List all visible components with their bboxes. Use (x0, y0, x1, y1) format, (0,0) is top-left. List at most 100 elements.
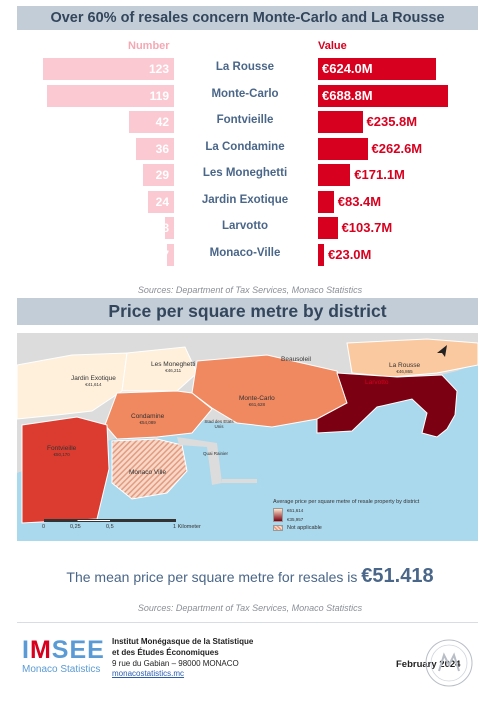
map-district-larvotto (316, 372, 458, 438)
seal-icon (425, 639, 473, 687)
chart-row: 42 Fontvieille €235.8M (0, 109, 500, 135)
value-label: €83.4M (337, 193, 382, 209)
legend-na-swatch (273, 525, 283, 531)
map-label-monaco-ville: Monaco Ville (129, 469, 167, 476)
number-label: 42 (155, 115, 169, 129)
map-label-la-rousse: La Rousse €46,865 (389, 362, 421, 375)
chart-row: 123 La Rousse €624.0M (0, 56, 500, 82)
number-bar: 123 (43, 58, 174, 80)
imsee-logo: IMSEE Monaco Statistics (22, 636, 105, 676)
value-bar (318, 164, 351, 186)
chart-row: 24 Jardin Exotique €83.4M (0, 189, 500, 215)
source-note-top: Sources: Department of Tax Services, Mon… (137, 285, 363, 295)
scale-label-05: 0,5 (106, 524, 114, 530)
org-address: 9 rue du Gabian – 98000 MONACO (112, 658, 239, 668)
map-label-condamine: Condamine €54,089 (131, 413, 165, 426)
map-label-stade: Stad des Etats Unis (204, 419, 234, 430)
number-bar: 7 (162, 243, 174, 266)
value-bar (318, 137, 368, 160)
number-bar: 24 (148, 190, 174, 213)
legend-na-label: Not applicable (287, 525, 322, 531)
number-bar: 29 (143, 164, 174, 186)
website-link[interactable]: monacostatistics.mc (112, 669, 185, 679)
value-bar (318, 111, 363, 133)
logo-subtitle: Monaco Statistics (22, 664, 101, 675)
map-label-jardin-exotique: Jardin Exotique €41,614 (71, 375, 116, 388)
number-label: 29 (155, 168, 169, 182)
chart-row: 8 Larvotto €103.7M (0, 215, 500, 241)
number-label: 7 (162, 247, 169, 262)
legend-title: Average price per square metre of resale… (273, 499, 420, 505)
map-graphic (17, 333, 478, 524)
map-district-condamine (104, 390, 213, 440)
value-label: €23.0M (328, 246, 372, 262)
value-bar (318, 58, 436, 80)
chart-row: 119 Monte-Carlo €688.8M (0, 83, 500, 109)
district-label: Jardin Exotique (201, 193, 289, 206)
legend-gradient (273, 508, 283, 522)
scale-label-025: 0,25 (70, 524, 81, 530)
district-label: Monte-Carlo (211, 87, 279, 100)
map-port-pier (177, 437, 222, 485)
value-label: €262.6M (371, 140, 423, 156)
district-label: Monaco-Ville (209, 246, 281, 259)
map-label-fontvieille: Fontvieille €50,170 (47, 445, 77, 458)
map-district-fontvieille (21, 416, 110, 524)
number-label: 123 (148, 62, 169, 76)
org-name-line2: et des Études Économiques (112, 647, 219, 657)
district-label: La Condamine (205, 140, 285, 153)
number-bar: 42 (129, 111, 174, 133)
value-bar (318, 217, 338, 239)
scale-label-0: 0 (42, 524, 46, 530)
value-label: €235.8M (366, 114, 418, 129)
number-label: 119 (149, 88, 169, 103)
legend-max: €61,614 (287, 508, 304, 513)
mean-text: The mean price per square metre for resa… (66, 569, 362, 585)
legend-min: €35,957 (287, 517, 304, 522)
number-label: 24 (155, 194, 169, 209)
number-bar: 36 (135, 137, 174, 160)
value-label: €624.0M (322, 61, 373, 76)
chart-row: 29 Les Moneghetti €171.1M (0, 162, 500, 188)
district-label: Les Moneghetti (202, 167, 288, 179)
value-label: €688.8M (322, 87, 373, 103)
number-label: 36 (155, 141, 169, 156)
section-title: Price per square metre by district (108, 301, 387, 321)
value-bar (318, 84, 448, 107)
footer-divider (17, 622, 478, 623)
north-arrow-icon (437, 345, 447, 357)
number-bar: 8 (162, 217, 174, 239)
map-district-monaco-ville (111, 438, 188, 500)
map-label-beausoleil: Beausoleil (281, 356, 311, 363)
map-port-pier-2 (222, 479, 257, 483)
org-block: Institut Monégasque de la Statistique et… (112, 637, 253, 680)
chart-row: 36 La Condamine €262.6M (0, 136, 500, 162)
map-district-jardin-exotique (17, 352, 128, 420)
section-banner: Price per square metre by district (17, 298, 478, 325)
source-note-bottom: Sources: Department of Tax Services, Mon… (137, 603, 363, 613)
map-legend: Average price per square metre of resale… (273, 499, 473, 531)
district-price-map: Jardin Exotique €41,614 Les Moneghetti €46… (17, 333, 478, 541)
value-label: €103.7M (341, 220, 393, 235)
map-label-monte-carlo: Monte-Carlo €61,628 (239, 395, 275, 408)
mean-price-statement: The mean price per square metre for resa… (0, 565, 500, 588)
publication-date: February 2024 (396, 659, 461, 670)
map-district-les-moneghetti (121, 346, 198, 392)
value-bar (318, 190, 334, 213)
map-label-quai: Quai Rainier (203, 451, 229, 456)
mean-value: €51.418 (361, 565, 434, 587)
scale-line (44, 519, 176, 522)
chart-row: 7 Monaco-Ville €23.0M (0, 242, 500, 268)
scale-label-1km: 1 Kilometer (173, 524, 201, 530)
map-label-les-moneghetti: Les Moneghetti €46,211 (151, 361, 196, 374)
number-label: 8 (162, 221, 169, 235)
value-bar (318, 243, 324, 266)
org-name-line1: Institut Monégasque de la Statistique (112, 637, 254, 646)
logo-wordmark: IMSEE (22, 636, 105, 664)
number-bar: 119 (47, 84, 174, 107)
district-label: La Rousse (215, 61, 275, 73)
header-banner: Over 60% of resales concern Monte-Carlo … (17, 6, 478, 30)
value-label: €171.1M (354, 167, 405, 182)
district-label: Larvotto (222, 220, 268, 232)
map-label-larvotto: Larvotto (365, 379, 389, 386)
